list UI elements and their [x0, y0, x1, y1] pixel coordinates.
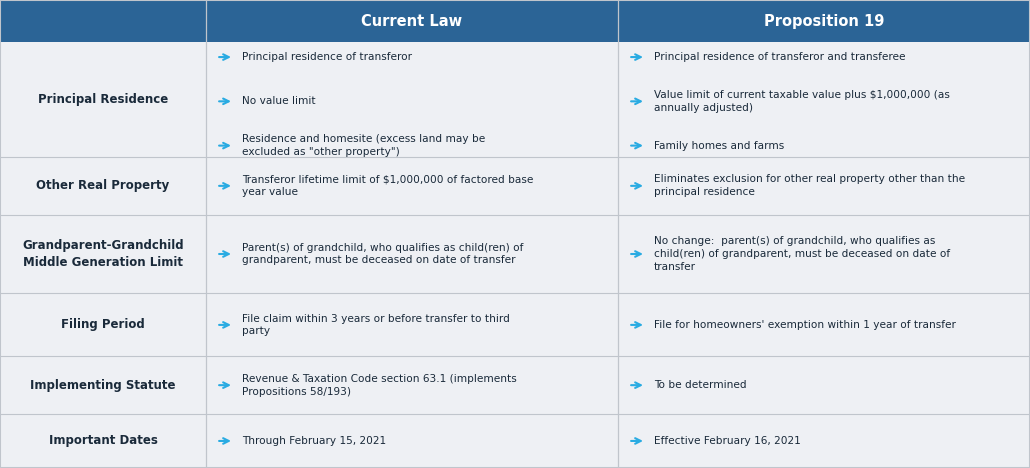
Text: Principal residence of transferor: Principal residence of transferor: [242, 52, 412, 62]
Text: Principal residence of transferor and transferee: Principal residence of transferor and tr…: [654, 52, 905, 62]
Text: Transferor lifetime limit of $1,000,000 of factored base
year value: Transferor lifetime limit of $1,000,000 …: [242, 175, 534, 197]
Bar: [0, 42, 1030, 157]
Bar: [0, 414, 1030, 468]
Text: Family homes and farms: Family homes and farms: [654, 140, 784, 151]
Text: Other Real Property: Other Real Property: [36, 179, 170, 192]
Text: Effective February 16, 2021: Effective February 16, 2021: [654, 436, 800, 446]
Text: Through February 15, 2021: Through February 15, 2021: [242, 436, 386, 446]
Text: File for homeowners' exemption within 1 year of transfer: File for homeowners' exemption within 1 …: [654, 320, 956, 330]
Text: Eliminates exclusion for other real property other than the
principal residence: Eliminates exclusion for other real prop…: [654, 175, 965, 197]
Bar: [0, 293, 1030, 357]
Text: Principal Residence: Principal Residence: [38, 93, 168, 106]
Text: File claim within 3 years or before transfer to third
party: File claim within 3 years or before tran…: [242, 314, 510, 336]
Text: No change:  parent(s) of grandchild, who qualifies as
child(ren) of grandparent,: No change: parent(s) of grandchild, who …: [654, 236, 950, 272]
Bar: [0, 157, 1030, 215]
Text: Important Dates: Important Dates: [48, 434, 158, 447]
Text: Filing Period: Filing Period: [61, 318, 145, 331]
Text: Proposition 19: Proposition 19: [764, 14, 884, 29]
Text: Residence and homesite (excess land may be
excluded as "other property"): Residence and homesite (excess land may …: [242, 134, 485, 157]
Bar: [0, 215, 1030, 293]
Text: Value limit of current taxable value plus $1,000,000 (as
annually adjusted): Value limit of current taxable value plu…: [654, 90, 950, 113]
Text: Current Law: Current Law: [362, 14, 462, 29]
Text: Grandparent-Grandchild
Middle Generation Limit: Grandparent-Grandchild Middle Generation…: [23, 239, 183, 269]
Text: Implementing Statute: Implementing Statute: [30, 379, 176, 392]
Text: To be determined: To be determined: [654, 380, 747, 390]
Bar: [0, 357, 1030, 414]
Text: Parent(s) of grandchild, who qualifies as child(ren) of
grandparent, must be dec: Parent(s) of grandchild, who qualifies a…: [242, 242, 523, 265]
Bar: [0, 0, 1030, 42]
Text: No value limit: No value limit: [242, 96, 315, 106]
Text: Revenue & Taxation Code section 63.1 (implements
Propositions 58/193): Revenue & Taxation Code section 63.1 (im…: [242, 374, 517, 396]
